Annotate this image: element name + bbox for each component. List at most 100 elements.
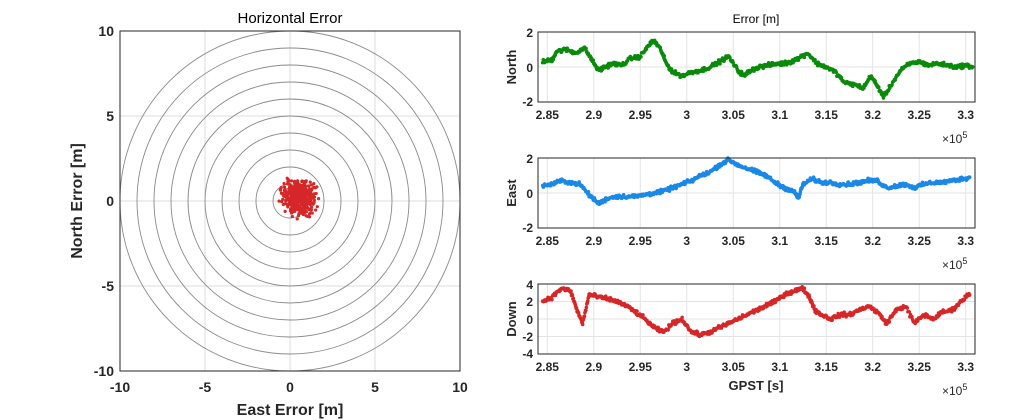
error-point bbox=[303, 192, 307, 196]
series-point bbox=[887, 319, 892, 324]
east-x-exponent: ×105 bbox=[942, 256, 967, 272]
error-point bbox=[290, 203, 294, 207]
x-tick-label: 2.95 bbox=[629, 108, 653, 122]
error-point bbox=[282, 185, 287, 189]
x-tick-label: 3.25 bbox=[908, 108, 932, 122]
range-circle bbox=[187, 98, 393, 304]
x-tick-label: 3.05 bbox=[722, 108, 746, 122]
down-error-points bbox=[540, 285, 972, 339]
range-circle bbox=[170, 81, 410, 321]
north-x-ticks: 2.85 2.9 2.95 3 3.05 3.1 3.15 3.2 3.25 3.3 bbox=[536, 108, 975, 122]
error-point bbox=[290, 214, 294, 219]
series-point bbox=[905, 306, 910, 310]
series-point bbox=[591, 58, 596, 62]
error-point bbox=[296, 203, 300, 207]
x-tick-label: 3.15 bbox=[815, 234, 839, 248]
down-x-exponent: ×105 bbox=[942, 382, 967, 398]
error-point bbox=[297, 211, 301, 216]
error-point bbox=[278, 188, 282, 192]
series-point bbox=[907, 310, 912, 314]
series-point bbox=[718, 62, 722, 66]
x-tick-label: 3.2 bbox=[864, 234, 881, 248]
x-tick-label: 2.9 bbox=[585, 108, 602, 122]
error-point bbox=[295, 179, 300, 183]
horizontal-plot-frame bbox=[119, 30, 461, 372]
x-tick-label: -10 bbox=[110, 379, 130, 395]
error-point bbox=[294, 190, 298, 195]
series-point bbox=[823, 179, 828, 183]
error-point bbox=[283, 202, 287, 206]
error-point bbox=[307, 184, 311, 188]
error-point bbox=[307, 207, 311, 211]
north-x-exponent: ×105 bbox=[942, 130, 967, 146]
x-tick-label: 3 bbox=[683, 108, 690, 122]
y-tick-label: 2 bbox=[526, 26, 533, 40]
error-point bbox=[297, 197, 301, 201]
y-tick-label: 0 bbox=[526, 61, 533, 75]
x-tick-label: 0 bbox=[286, 379, 294, 395]
range-circle bbox=[221, 132, 359, 270]
error-point bbox=[302, 199, 306, 203]
x-tick-label: 3.05 bbox=[722, 360, 746, 374]
series-point bbox=[962, 297, 967, 302]
horizontal-error-chart: Horizontal Error -10 -5 0 5 10 10 5 0 -5… bbox=[69, 10, 468, 419]
error-point bbox=[302, 196, 306, 200]
y-tick-label: 0 bbox=[526, 313, 533, 327]
error-point bbox=[312, 198, 317, 202]
error-point bbox=[287, 179, 291, 183]
error-point bbox=[296, 208, 300, 212]
range-circle bbox=[136, 47, 444, 355]
error-point bbox=[309, 205, 314, 209]
y-tick-label: 10 bbox=[98, 23, 114, 39]
series-point bbox=[857, 83, 862, 87]
range-circle bbox=[153, 64, 427, 338]
error-point bbox=[316, 197, 321, 201]
series-point bbox=[585, 299, 590, 303]
x-tick-label: 2.9 bbox=[585, 234, 602, 248]
error-point bbox=[290, 179, 294, 183]
series-point bbox=[571, 296, 576, 301]
error-point bbox=[312, 182, 316, 186]
y-tick-label: -10 bbox=[94, 363, 114, 379]
x-tick-label: 3.3 bbox=[957, 108, 974, 122]
error-point bbox=[302, 204, 306, 208]
y-tick-label: 0 bbox=[106, 193, 114, 209]
series-point bbox=[876, 85, 881, 90]
error-point bbox=[305, 214, 310, 218]
x-tick-label: -5 bbox=[199, 379, 212, 395]
error-point bbox=[300, 211, 305, 216]
x-tick-label: 10 bbox=[452, 379, 468, 395]
error-point bbox=[312, 201, 316, 205]
error-point bbox=[306, 193, 310, 197]
x-tick-label: 2.95 bbox=[629, 234, 653, 248]
series-point bbox=[839, 75, 844, 80]
error-panel-title: Error [m] bbox=[733, 12, 780, 26]
x-tick-label: 3.05 bbox=[722, 234, 746, 248]
error-point bbox=[285, 176, 289, 180]
series-point bbox=[569, 289, 573, 293]
error-point bbox=[297, 205, 302, 210]
series-point bbox=[603, 294, 608, 298]
error-point bbox=[315, 185, 319, 189]
east-error-chart: 2.85 2.9 2.95 3 3.05 3.1 3.15 3.2 3.25 3.3 2 0 -2… bbox=[504, 152, 976, 272]
x-tick-label: 2.85 bbox=[536, 360, 560, 374]
north-y-axis-label: North bbox=[504, 50, 519, 85]
series-point bbox=[812, 304, 816, 308]
x-tick-label: 3.3 bbox=[957, 234, 974, 248]
series-point bbox=[586, 190, 591, 194]
x-tick-label: 3.2 bbox=[864, 360, 881, 374]
series-point bbox=[970, 64, 975, 69]
error-point bbox=[297, 193, 301, 197]
error-point bbox=[312, 185, 316, 189]
error-point bbox=[283, 209, 287, 213]
series-point bbox=[967, 293, 972, 297]
error-point bbox=[302, 209, 307, 214]
x-tick-label: 3 bbox=[683, 360, 690, 374]
series-point bbox=[577, 180, 581, 184]
series-point bbox=[834, 70, 838, 74]
series-point bbox=[584, 46, 588, 51]
y-tick-label: 2 bbox=[526, 152, 533, 166]
y-tick-label: -2 bbox=[522, 330, 533, 344]
north-error-points bbox=[540, 38, 975, 100]
